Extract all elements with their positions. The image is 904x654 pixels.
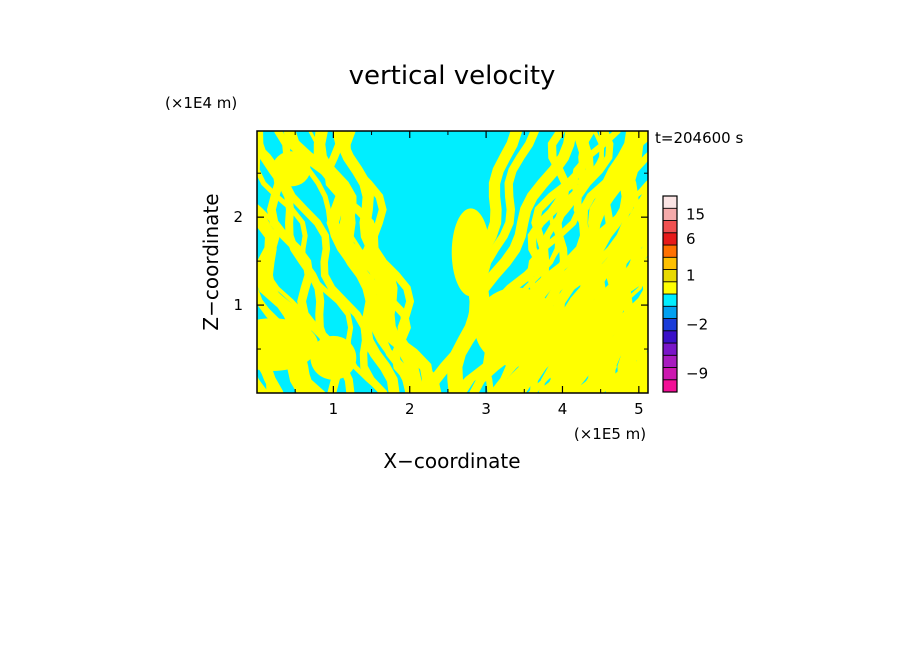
colorbar-swatch [662, 330, 678, 344]
y-tick-label: 1 [233, 296, 243, 314]
colorbar-tick-label: 6 [686, 230, 696, 248]
colorbar-swatch [662, 207, 678, 221]
updraft-streak [591, 310, 648, 393]
colorbar-swatch [662, 379, 678, 393]
updraft-region [474, 287, 559, 367]
updraft-region [272, 151, 311, 187]
updraft-streak [663, 131, 800, 393]
updraft-region [257, 318, 319, 372]
updraft-streak [630, 331, 648, 393]
field-streaks [257, 131, 840, 393]
colorbar-swatch [662, 318, 678, 332]
updraft-streak [625, 351, 648, 393]
colorbar-swatch [662, 293, 678, 307]
colorbar-swatch [662, 232, 678, 246]
y-axis-ticks: 12 [233, 172, 648, 350]
x-tick-label: 4 [558, 400, 568, 418]
colorbar-swatch [662, 269, 678, 283]
updraft-streak [316, 131, 414, 393]
colorbar-tick-label: −9 [686, 365, 708, 383]
plot-frame [256, 130, 649, 394]
time-label: t=204600 s [655, 129, 743, 147]
updraft-streak [639, 384, 648, 393]
x-axis-unit: (×1E5 m) [574, 425, 646, 443]
colorbar-swatch [662, 367, 678, 381]
colorbar-swatch [662, 220, 678, 234]
updraft-streak [617, 258, 648, 393]
updraft-streak [673, 131, 771, 393]
colorbar-tick-label: −2 [686, 316, 708, 334]
updraft-streak [538, 263, 648, 393]
x-axis-ticks: 1 2 3 4 5 [294, 131, 644, 418]
colorbar: 15 6 1 −2 −9 [662, 195, 708, 393]
y-axis-label: Z−coordinate [199, 193, 223, 330]
colorbar-tick-label: 1 [686, 267, 696, 285]
x-tick-label: 3 [481, 400, 491, 418]
colorbar-swatch [662, 195, 678, 209]
colorbar-frame [662, 195, 678, 393]
updraft-streak [314, 131, 400, 393]
x-axis-label: X−coordinate [383, 449, 520, 473]
updraft-streak [572, 292, 648, 393]
updraft-streak [257, 381, 267, 393]
updraft-region [310, 335, 357, 380]
x-tick-label: 2 [405, 400, 415, 418]
updraft-streak [628, 363, 648, 393]
updraft-streak [550, 226, 648, 393]
updraft-streak [636, 381, 648, 393]
colorbar-swatch [662, 256, 678, 270]
updraft-streak [670, 131, 782, 393]
colorbar-swatch [662, 244, 678, 258]
x-tick-label: 1 [329, 400, 339, 418]
colorbar-swatch [662, 342, 678, 356]
y-axis-unit: (×1E4 m) [165, 94, 237, 112]
x-tick-label: 5 [634, 400, 644, 418]
chart-title: vertical velocity [349, 61, 556, 91]
velocity-field [257, 131, 840, 393]
colorbar-swatch [662, 305, 678, 319]
y-tick-label: 2 [233, 208, 243, 226]
updraft-streak [613, 298, 648, 393]
colorbar-swatch [662, 354, 678, 368]
updraft-region [562, 305, 594, 376]
colorbar-swatch [662, 281, 678, 295]
updraft-region [451, 208, 490, 297]
colorbar-tick-label: 15 [686, 205, 705, 223]
updraft-streak [670, 131, 840, 393]
updraft-streak [592, 214, 648, 393]
